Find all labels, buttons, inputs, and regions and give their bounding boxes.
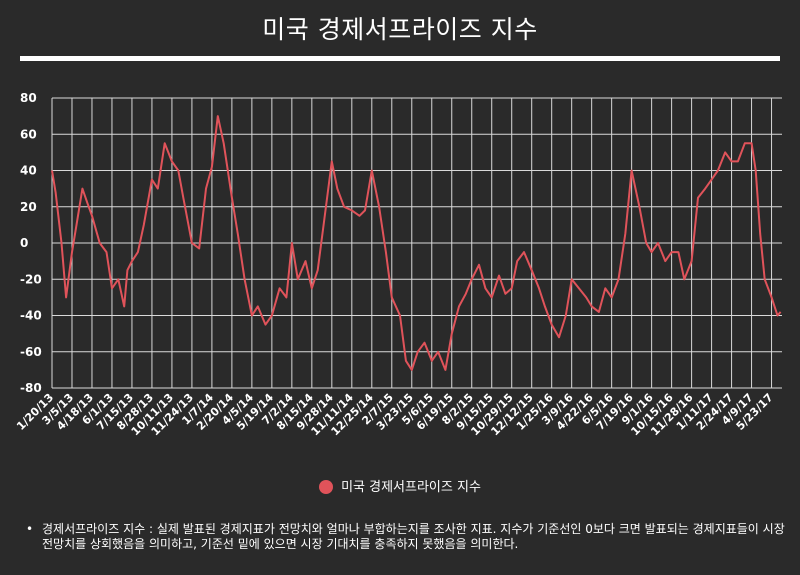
y-tick-label: -40 — [20, 309, 42, 323]
series-line — [51, 115, 782, 371]
footnote: • 경제서프라이즈 지수 : 실제 발표된 경제지표가 전망치와 얼마나 부합하… — [26, 522, 786, 552]
footnote-text: 경제서프라이즈 지수 : 실제 발표된 경제지표가 전망치와 얼마나 부합하는지… — [42, 522, 785, 551]
legend-marker — [319, 479, 334, 494]
y-tick-label: 0 — [20, 236, 28, 250]
y-tick-label: -20 — [20, 272, 42, 286]
grid-layer — [51, 97, 782, 389]
y-axis-ticks: 80 60 40 20 0 -20 -40 -60 -80 — [20, 91, 42, 395]
y-tick-label: -80 — [20, 381, 42, 395]
legend: 미국 경제서프라이즈 지수 — [0, 476, 800, 495]
title-divider — [20, 56, 780, 61]
footnote-bullet-icon: • — [26, 522, 34, 536]
y-tick-label: 20 — [20, 200, 37, 214]
x-axis-ticks: 1/20/133/5/134/18/136/1/137/15/138/28/13… — [14, 391, 775, 439]
y-tick-label: 60 — [20, 127, 37, 141]
y-tick-label: -60 — [20, 345, 42, 359]
series-layer — [51, 115, 782, 371]
y-tick-label: 40 — [20, 164, 37, 178]
legend-label: 미국 경제서프라이즈 지수 — [341, 480, 481, 495]
chart-title: 미국 경제서프라이즈 지수 — [262, 15, 538, 44]
y-tick-label: 80 — [20, 91, 37, 105]
